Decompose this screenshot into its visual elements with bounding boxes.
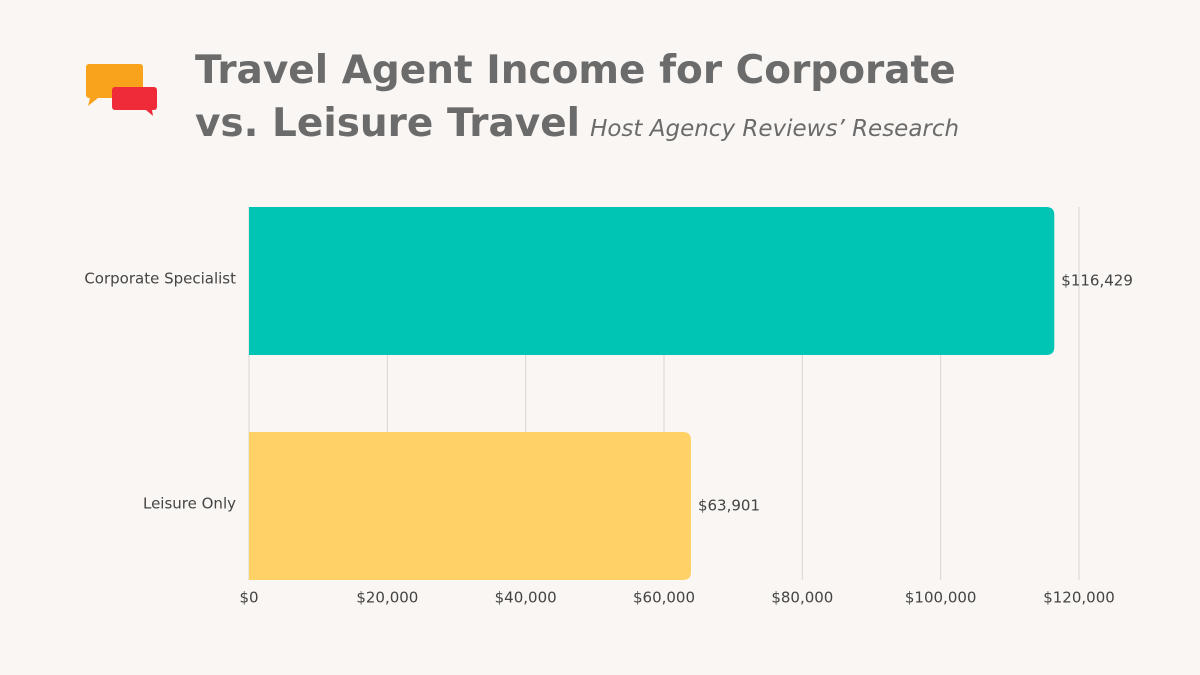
value-label: $116,429 bbox=[1061, 272, 1133, 290]
x-tick-label: $40,000 bbox=[495, 589, 557, 607]
header: Travel Agent Income for Corporate vs. Le… bbox=[195, 48, 975, 154]
x-tick-label: $80,000 bbox=[771, 589, 833, 607]
x-tick-label: $100,000 bbox=[905, 589, 977, 607]
x-tick-label: $120,000 bbox=[1043, 589, 1115, 607]
x-tick-label: $20,000 bbox=[356, 589, 418, 607]
bar bbox=[249, 432, 691, 580]
logo-icon bbox=[86, 64, 157, 116]
x-tick-label: $0 bbox=[239, 589, 258, 607]
y-tick-label: Leisure Only bbox=[143, 495, 236, 513]
bar bbox=[249, 207, 1055, 355]
value-label: $63,901 bbox=[698, 497, 760, 515]
y-tick-label: Corporate Specialist bbox=[84, 270, 236, 288]
x-tick-label: $60,000 bbox=[633, 589, 695, 607]
chart-title: Travel Agent Income for Corporate vs. Le… bbox=[195, 48, 956, 146]
chart-subtitle: Host Agency Reviews’ Research bbox=[590, 116, 960, 142]
